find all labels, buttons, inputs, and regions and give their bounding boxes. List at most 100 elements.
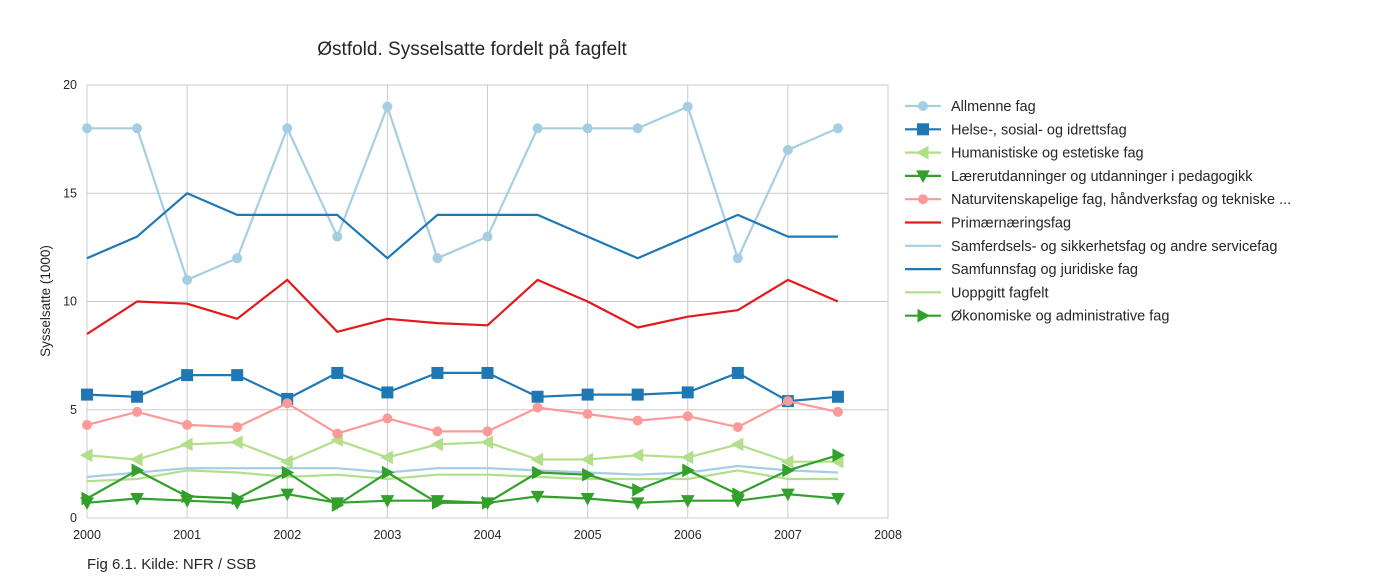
data-point-0-8 (482, 231, 493, 242)
series-line-2 (86, 439, 838, 463)
y-axis: 0 5 10 15 20 (63, 78, 77, 525)
legend-label-3: Lærerutdanninger og utdanninger i pedago… (951, 169, 1253, 185)
data-point-2-14 (780, 454, 794, 469)
x-axis: 2000 2001 2002 2003 2004 2005 2006 2007 2008 (73, 528, 902, 542)
legend-entry-3: Lærerutdanninger og utdanninger i pedago… (905, 169, 1253, 185)
legend-label-6: Samferdsels- og sikkerhetsfag og andre s… (951, 239, 1277, 255)
data-point-3-14 (781, 488, 795, 502)
data-point-9-4 (281, 465, 295, 480)
data-point-9-15 (832, 448, 845, 463)
data-point-9-10 (582, 467, 595, 482)
series-1 (81, 366, 844, 408)
data-point-4-0 (82, 419, 92, 430)
data-point-2-10 (580, 452, 594, 467)
x-tick-label-2006: 2006 (674, 528, 702, 542)
legend-entry-2: Humanistiske og estetiske fag (905, 146, 1144, 162)
data-point-1-11 (631, 388, 644, 401)
legend-entry-5: Primærnæringsfag (905, 216, 1071, 232)
series-8 (86, 469, 838, 483)
data-point-2-13 (730, 437, 744, 452)
series-line-5 (86, 278, 839, 335)
x-tick-label-2000: 2000 (73, 528, 101, 542)
legend-label-9: Økonomiske og administrative fag (951, 309, 1169, 325)
data-point-2-1 (130, 452, 143, 467)
series-4 (82, 396, 843, 439)
data-point-4-11 (632, 415, 643, 426)
data-point-0-2 (182, 274, 193, 285)
data-point-2-3 (230, 435, 243, 450)
series-7 (86, 192, 838, 260)
legend-marker-4 (918, 194, 928, 205)
data-point-1-7 (431, 366, 444, 379)
legend-entry-6: Samferdsels- og sikkerhetsfag og andre s… (905, 239, 1277, 255)
data-point-1-13 (731, 366, 744, 379)
data-point-1-15 (831, 390, 844, 403)
data-point-9-9 (532, 465, 545, 480)
data-point-2-7 (430, 437, 443, 452)
data-point-3-12 (680, 495, 695, 508)
data-point-0-9 (532, 123, 543, 134)
y-tick-label-20: 20 (63, 78, 77, 92)
data-point-1-6 (381, 386, 394, 399)
data-point-4-6 (382, 413, 393, 424)
legend-entry-7: Samfunnsfag og juridiske fag (905, 262, 1138, 278)
legend-entry-0: Allmenne fag (905, 99, 1036, 115)
data-point-0-1 (132, 123, 143, 134)
x-tick-label-2007: 2007 (774, 528, 802, 542)
data-point-4-14 (782, 396, 793, 407)
data-point-0-4 (282, 123, 293, 134)
data-point-1-2 (181, 369, 194, 382)
data-point-3-4 (280, 488, 295, 502)
series-line-1 (86, 371, 838, 403)
data-point-2-2 (180, 437, 193, 452)
data-point-2-4 (280, 454, 293, 469)
data-point-9-0 (81, 491, 95, 506)
data-point-0-11 (632, 123, 643, 134)
data-point-0-5 (332, 231, 343, 242)
x-tick-label-2008: 2008 (874, 528, 902, 542)
series-line-0 (87, 105, 839, 281)
series-9 (81, 448, 845, 512)
data-point-0-14 (782, 144, 793, 155)
series-6 (86, 464, 838, 478)
data-point-9-1 (131, 463, 145, 478)
legend-label-2: Humanistiske og estetiske fag (951, 146, 1144, 162)
legend: Allmenne fag Helse-, sosial- og idrettsfa… (905, 99, 1291, 325)
data-point-0-13 (732, 253, 743, 264)
data-point-1-12 (681, 386, 694, 399)
legend-label-8: Uoppgitt fagfelt (951, 285, 1049, 301)
data-point-2-11 (630, 448, 644, 463)
data-point-4-7 (432, 426, 443, 437)
data-point-3-9 (530, 490, 545, 504)
series-line-6 (86, 464, 838, 478)
series-line-9 (86, 454, 839, 507)
legend-marker-1 (917, 123, 929, 136)
data-point-4-4 (282, 398, 293, 409)
data-point-0-10 (582, 123, 593, 134)
data-point-4-8 (482, 426, 493, 437)
y-tick-label-15: 15 (63, 186, 77, 200)
x-tick-label-2002: 2002 (273, 528, 301, 542)
data-point-9-6 (381, 465, 395, 480)
data-point-0-3 (232, 253, 243, 264)
data-point-9-7 (431, 496, 445, 510)
data-point-4-10 (582, 409, 593, 420)
data-point-9-5 (331, 498, 345, 512)
x-tick-label-2004: 2004 (474, 528, 502, 542)
data-point-3-10 (580, 493, 595, 506)
chart-title: Østfold. Sysselsatte fordelt på fagfelt (317, 39, 627, 60)
data-point-3-6 (380, 495, 395, 508)
series-5 (86, 278, 839, 335)
legend-marker-0 (918, 101, 928, 111)
legend-label-1: Helse-, sosial- og idrettsfag (951, 122, 1127, 138)
data-point-4-12 (682, 411, 693, 422)
data-point-9-12 (682, 463, 695, 478)
plot-area-frame (86, 84, 889, 519)
data-point-2-0 (79, 448, 93, 463)
data-point-1-0 (81, 388, 93, 401)
data-point-0-6 (382, 101, 393, 112)
data-point-1-1 (131, 390, 144, 403)
y-tick-label-10: 10 (63, 295, 77, 309)
x-tick-label-2003: 2003 (373, 528, 401, 542)
